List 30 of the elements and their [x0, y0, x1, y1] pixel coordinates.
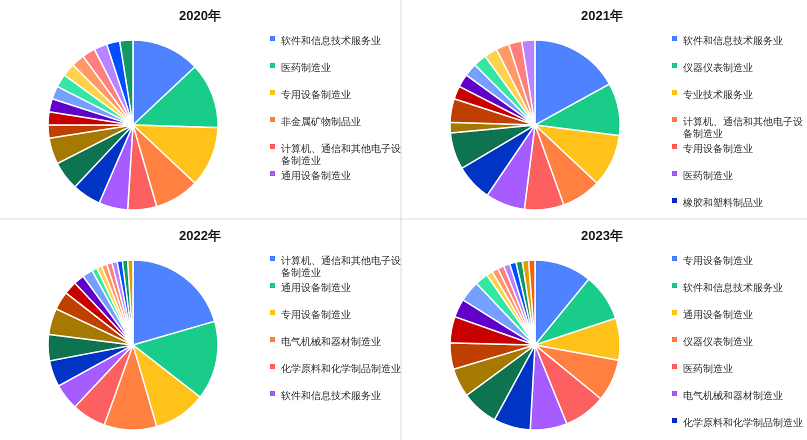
legend-label: 通用设备制造业 — [683, 309, 753, 321]
legend-label: 橡胶和塑料制品业 — [683, 197, 763, 209]
legend-label: 专用设备制造业 — [281, 89, 351, 101]
legend-label: 化学原料和化学制品制造业 — [281, 363, 401, 375]
legend-label: 医药制造业 — [683, 363, 733, 375]
legend-label: 计算机、通信和其他电子设备制造业 — [683, 116, 803, 140]
legend-label: 软件和信息技术服务业 — [281, 35, 381, 47]
legend-label: 化学原料和化学制品制造业 — [683, 417, 803, 429]
legend-label: 专用设备制造业 — [683, 143, 753, 155]
legend-label: 专业技术服务业 — [683, 89, 753, 101]
legend-label: 计算机、通信和其他电子设备制造业 — [281, 255, 401, 279]
chart-title: 2020年 — [179, 8, 221, 23]
legend-label: 仪器仪表制造业 — [683, 62, 753, 74]
legend-label: 计算机、通信和其他电子设备制造业 — [281, 143, 401, 167]
legend-label: 通用设备制造业 — [281, 170, 351, 182]
legend-label: 专用设备制造业 — [281, 309, 351, 321]
legend-label: 电气机械和器材制造业 — [683, 390, 783, 402]
chart-title: 2022年 — [179, 228, 221, 243]
chart-title: 2021年 — [581, 8, 623, 23]
legend-label: 通用设备制造业 — [281, 282, 351, 294]
chart-title: 2023年 — [581, 228, 623, 243]
legend-label: 医药制造业 — [683, 170, 733, 182]
legend-label: 仪器仪表制造业 — [683, 336, 753, 348]
legend-label: 专用设备制造业 — [683, 255, 753, 267]
legend-label: 电气机械和器材制造业 — [281, 336, 381, 348]
legend-label: 医药制造业 — [281, 62, 331, 74]
legend-label: 软件和信息技术服务业 — [281, 390, 381, 402]
legend-label: 非金属矿物制品业 — [281, 116, 361, 128]
legend-label: 软件和信息技术服务业 — [683, 35, 783, 47]
legend-label: 软件和信息技术服务业 — [683, 282, 783, 294]
